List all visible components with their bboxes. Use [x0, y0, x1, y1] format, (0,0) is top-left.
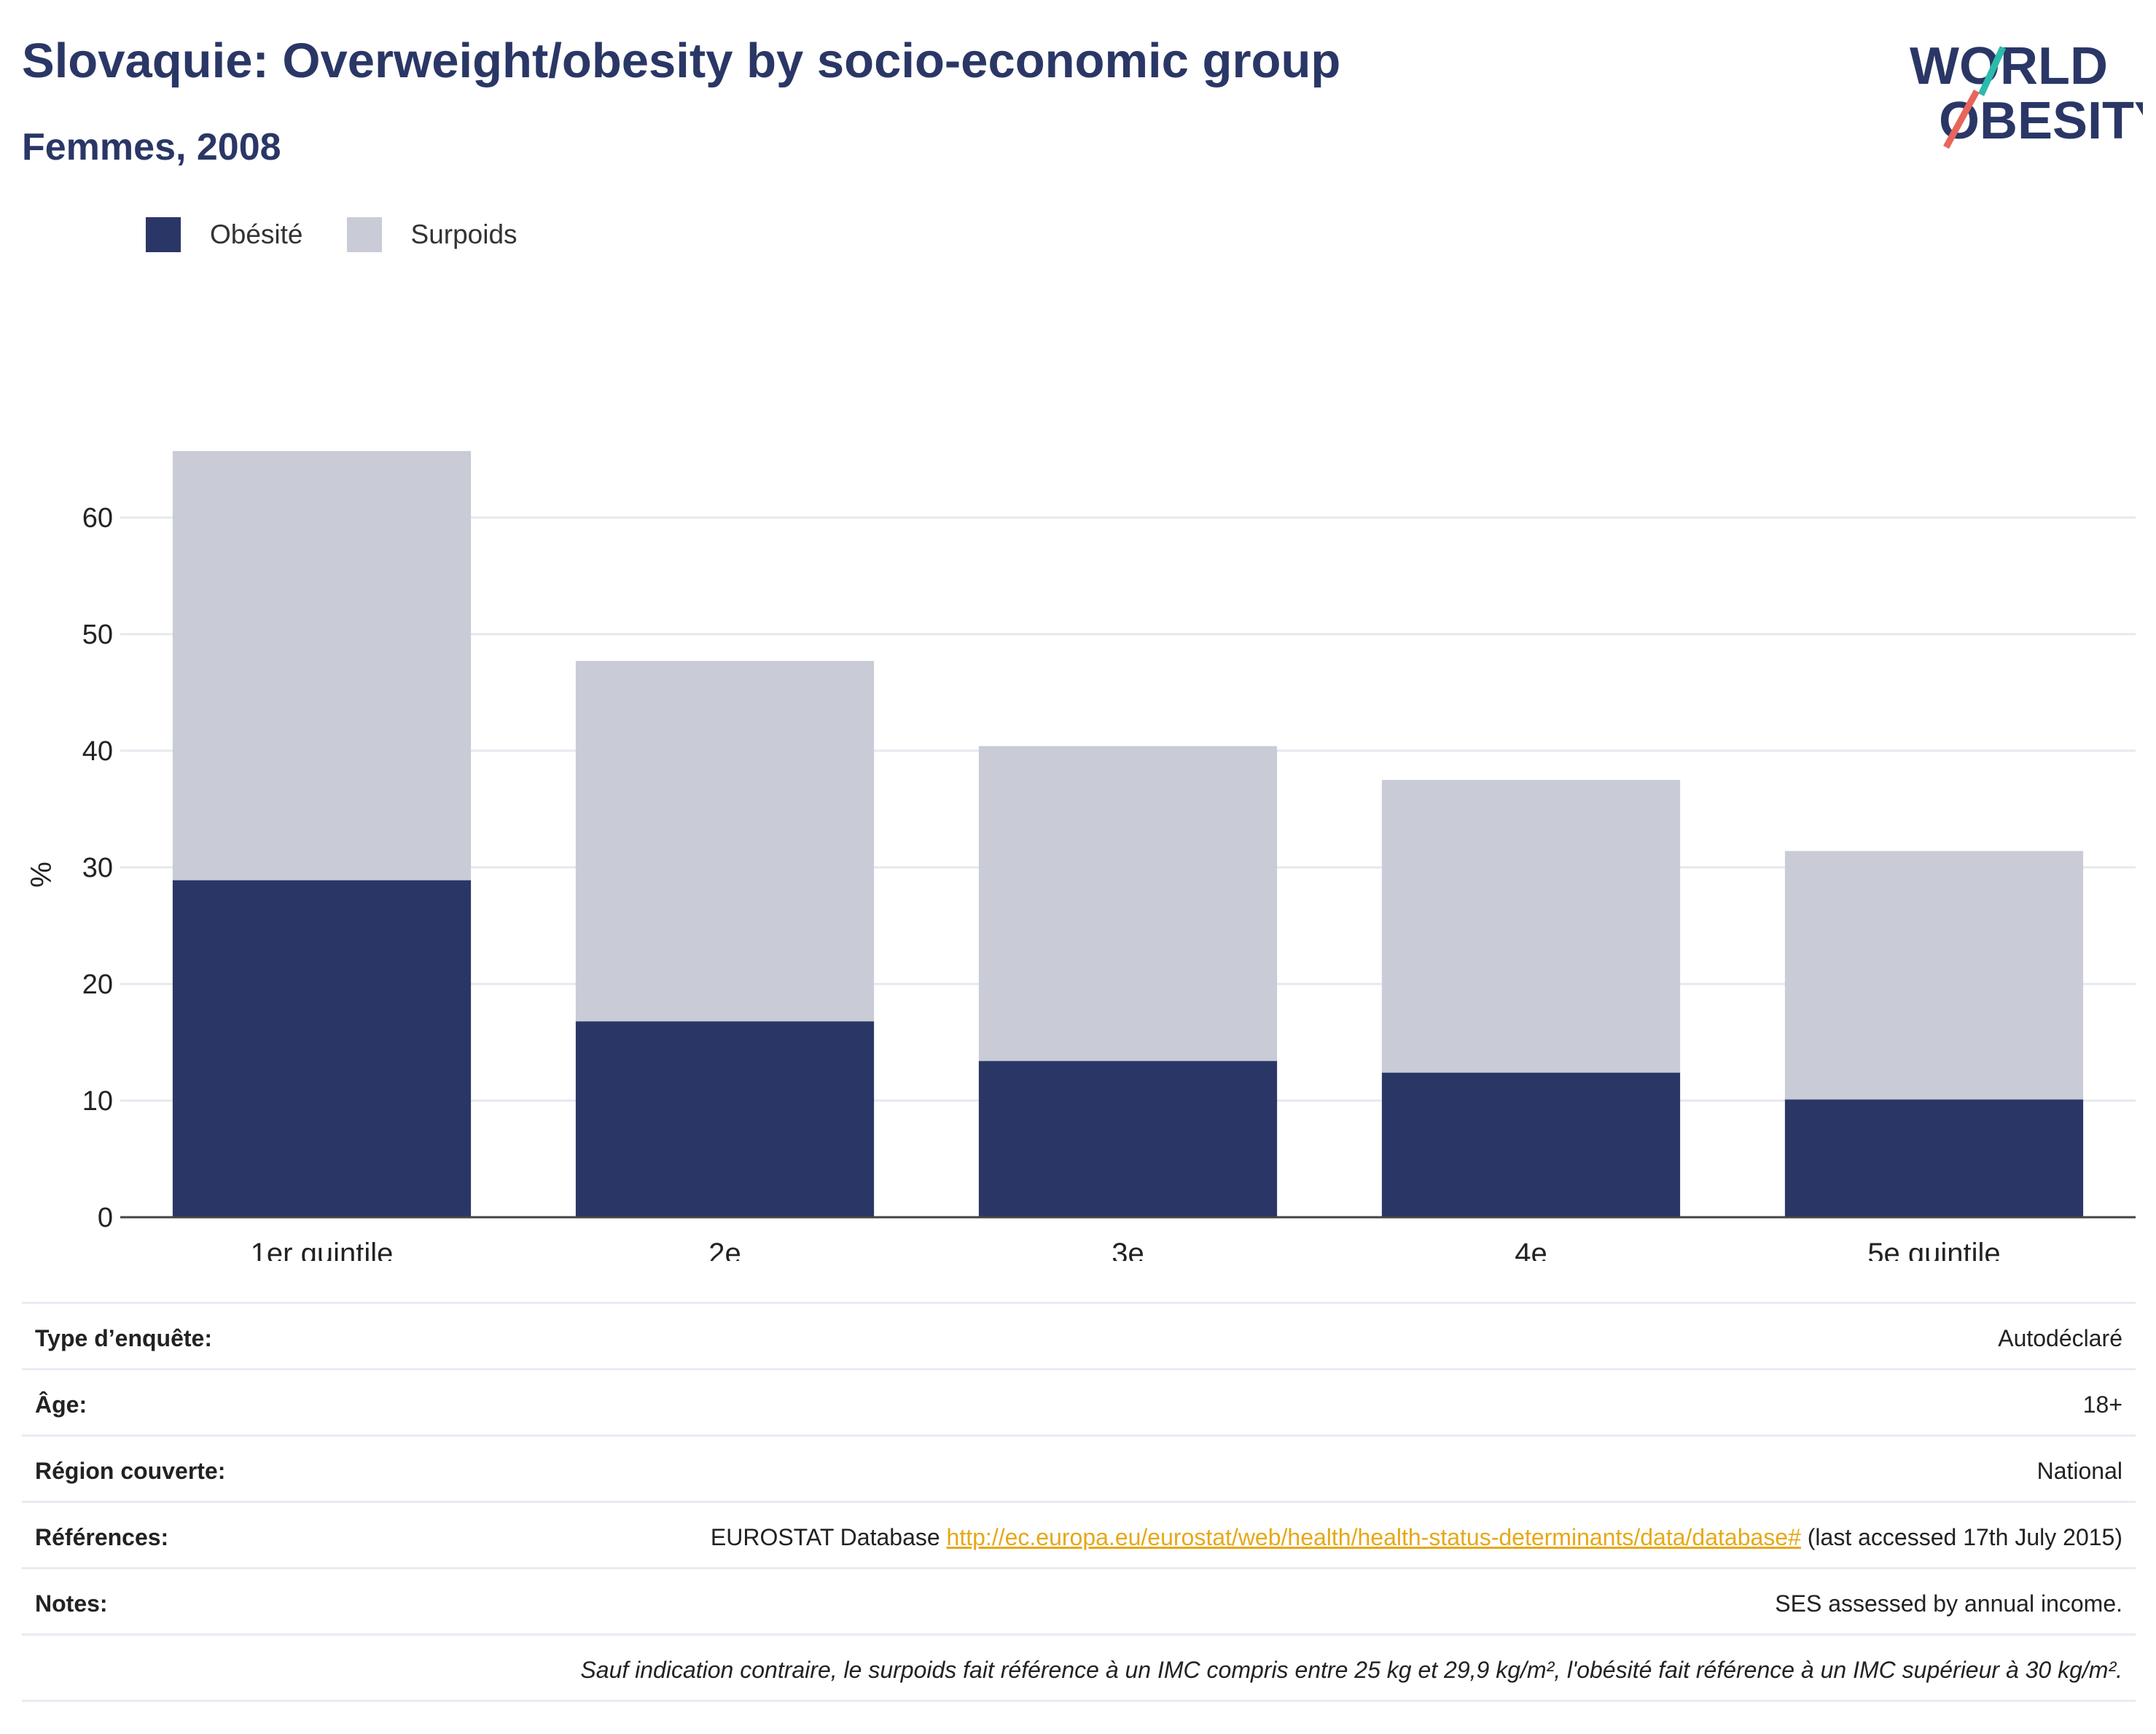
references-prefix: EUROSTAT Database	[710, 1524, 947, 1550]
info-row-references: Références: EUROSTAT Database http://ec.…	[22, 1501, 2136, 1567]
world-obesity-logo: WORLD OBESITY	[1910, 37, 2143, 150]
region-value: National	[2036, 1458, 2122, 1484]
legend-item-obesite[interactable]: Obésité	[146, 217, 303, 252]
y-axis-label: %	[26, 862, 58, 888]
bar-obesite	[978, 1061, 1278, 1217]
survey-type-label: Type d’enquête:	[35, 1325, 212, 1351]
x-tick-label: 2e	[708, 1238, 741, 1261]
references-value: EUROSTAT Database http://ec.europa.eu/eu…	[711, 1522, 2122, 1553]
survey-type-value: Autodéclaré	[1998, 1325, 2122, 1351]
chart-subtitle: Femmes, 2008	[22, 126, 281, 168]
bar-chart: 0 10 20 30 40 50 60% 1er quintile 2e 3e 4e 5e quint…	[26, 450, 2136, 1261]
logo-slash-bottom	[1943, 89, 1980, 149]
legend-label-surpoids: Surpoids	[410, 219, 517, 249]
info-row-age: Âge: 18+	[22, 1368, 2136, 1434]
info-table-end-rule	[22, 1700, 2136, 1702]
x-tick-label: 3e	[1112, 1238, 1144, 1261]
legend-item-surpoids[interactable]: Surpoids	[346, 217, 517, 252]
info-row-footnote: Sauf indication contraire, le surpoids f…	[22, 1633, 2136, 1700]
references-suffix: (last accessed 17th July 2015)	[1800, 1524, 2122, 1550]
region-label: Région couverte:	[35, 1458, 226, 1484]
y-tick-label: 40	[82, 736, 113, 767]
legend-swatch-surpoids	[346, 217, 382, 252]
bar-obesite	[172, 880, 472, 1217]
info-row-survey: Type d’enquête: Autodéclaré	[22, 1302, 2136, 1368]
y-tick-label: 0	[98, 1203, 113, 1233]
x-tick-label: 1er quintile	[251, 1238, 394, 1261]
bar-surpoids	[1381, 780, 1681, 1073]
x-tick-label: 5e quintile	[1867, 1238, 2000, 1261]
bar-obesite	[1784, 1099, 2084, 1217]
bar-obesite	[575, 1021, 875, 1217]
references-link[interactable]: http://ec.europa.eu/eurostat/web/health/…	[946, 1524, 1801, 1550]
legend: Obésité Surpoids	[146, 217, 561, 252]
y-tick-label: 20	[82, 969, 113, 1000]
y-tick-label: 50	[82, 620, 113, 650]
bar-obesite	[1381, 1072, 1681, 1217]
y-tick-label: 10	[82, 1086, 113, 1117]
footnote-text: Sauf indication contraire, le surpoids f…	[580, 1657, 2122, 1683]
references-label: Références:	[35, 1524, 169, 1550]
legend-swatch-obesite	[146, 217, 181, 252]
legend-label-obesite: Obésité	[210, 219, 303, 249]
x-tick-label: 4e	[1515, 1238, 1547, 1261]
info-table: Type d’enquête: Autodéclaré Âge: 18+ Rég…	[22, 1302, 2136, 1702]
info-row-region: Région couverte: National	[22, 1434, 2136, 1501]
y-tick-label: 30	[82, 853, 113, 883]
logo-word-world: WORLD	[1910, 37, 2108, 95]
logo-slash-top	[1977, 46, 2007, 96]
notes-label: Notes:	[35, 1590, 108, 1617]
bar-surpoids	[978, 746, 1278, 1061]
bar-surpoids	[575, 660, 875, 1022]
chart-title: Slovaquie: Overweight/obesity by socio-e…	[22, 34, 1341, 88]
bar-surpoids	[1784, 851, 2084, 1100]
age-label: Âge:	[35, 1391, 87, 1418]
age-value: 18+	[2082, 1391, 2122, 1418]
notes-value: SES assessed by annual income.	[1775, 1590, 2122, 1617]
y-tick-label: 60	[82, 503, 113, 534]
bar-surpoids	[172, 450, 472, 880]
info-row-notes: Notes: SES assessed by annual income.	[22, 1567, 2136, 1633]
